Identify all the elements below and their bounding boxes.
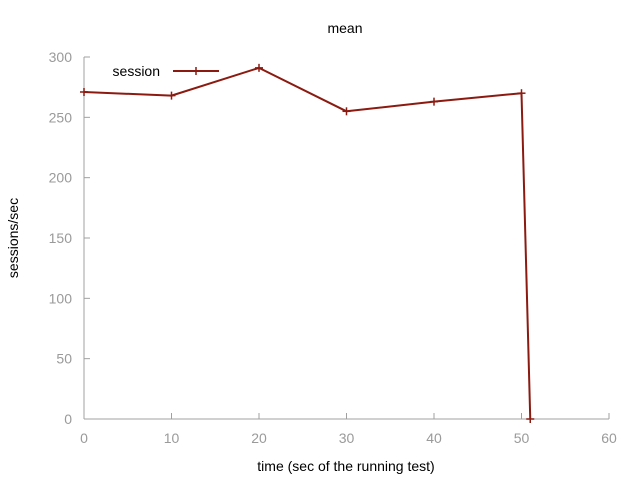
y-tick-label-50: 50 bbox=[56, 351, 72, 367]
data-point-session-0 bbox=[80, 87, 88, 96]
series-line-session bbox=[83, 66, 532, 420]
data-point-session-3 bbox=[342, 107, 351, 116]
y-tick-label-0: 0 bbox=[64, 411, 72, 427]
y-tick-label-150: 150 bbox=[49, 230, 73, 246]
y-tick-label-250: 250 bbox=[49, 109, 73, 125]
x-tick-label-30: 30 bbox=[339, 430, 355, 446]
y-tick-label-300: 300 bbox=[49, 49, 73, 65]
x-tick-label-40: 40 bbox=[426, 430, 442, 446]
y-tick-label-100: 100 bbox=[49, 290, 73, 306]
y-tick-label-200: 200 bbox=[49, 170, 73, 186]
data-point-session-2 bbox=[255, 63, 263, 72]
legend: session bbox=[113, 63, 219, 79]
y-axis-title: sessions/sec bbox=[5, 198, 21, 278]
chart-title: mean bbox=[327, 20, 362, 36]
legend-marker-session bbox=[192, 67, 200, 75]
tick-marks bbox=[83, 56, 610, 420]
x-tick-label-20: 20 bbox=[251, 430, 267, 446]
x-tick-label-10: 10 bbox=[164, 430, 180, 446]
x-axis-title: time (sec of the running test) bbox=[257, 458, 434, 474]
data-point-session-1 bbox=[167, 91, 176, 100]
tick-labels: 0 10 20 30 40 50 60 0 50 100 150 200 250 300 bbox=[49, 49, 617, 446]
series-layer bbox=[80, 63, 535, 423]
legend-label-session: session bbox=[113, 63, 160, 79]
x-tick-label-50: 50 bbox=[514, 430, 530, 446]
data-point-session-5 bbox=[517, 89, 526, 98]
x-tick-label-60: 60 bbox=[601, 430, 617, 446]
data-point-session-6 bbox=[526, 415, 535, 423]
data-point-session-4 bbox=[430, 97, 438, 106]
x-tick-label-0: 0 bbox=[80, 430, 88, 446]
